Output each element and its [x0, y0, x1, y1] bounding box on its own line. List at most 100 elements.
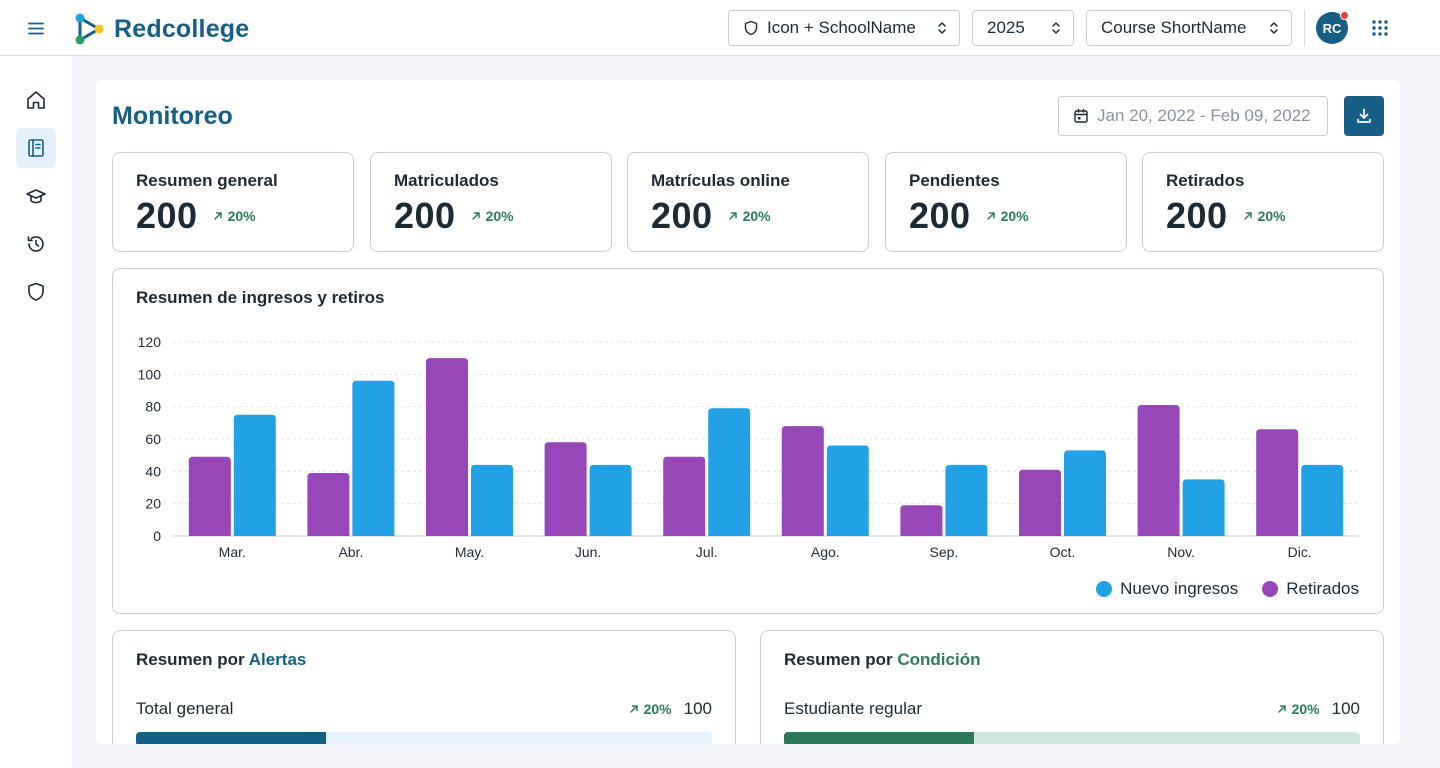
stat-value: 200 — [1166, 195, 1228, 236]
sidebar-item-home[interactable] — [16, 80, 56, 120]
brand-name: Redcollege — [114, 14, 250, 43]
apps-grid-icon[interactable] — [1370, 18, 1390, 38]
arrow-up-right-icon — [986, 212, 995, 220]
bar-nuevo-ingresos — [1301, 464, 1344, 536]
x-tick-label: Dic. — [1288, 544, 1312, 560]
sidebar-item-security[interactable] — [16, 272, 56, 312]
stat-card-online: Matrículas online 200 20% — [627, 152, 869, 252]
stat-label: Retirados — [1166, 171, 1245, 190]
avatar-initials: RC — [1322, 20, 1342, 36]
bar-retirados — [426, 358, 468, 536]
stat-label: Matrículas online — [651, 171, 790, 190]
bar-chart: 0 20 40 60 80 100 120 Mar. Abr. May. Jun. Jul. Ago. S… — [138, 334, 1359, 560]
trend-value: 20% — [227, 208, 256, 224]
graduation-cap-icon — [26, 189, 46, 204]
progress-bar-fill — [136, 732, 327, 744]
year-select[interactable]: 2025 — [972, 10, 1074, 46]
year-select-value: 2025 — [987, 18, 1025, 37]
x-tick-label: Sep. — [929, 544, 958, 560]
trend-badge: 20% — [470, 208, 514, 224]
x-tick-label: Mar. — [219, 544, 246, 560]
trend-badge: 20% — [1242, 208, 1286, 224]
x-tick-label: Oct. — [1050, 544, 1076, 560]
bar-nuevo-ingresos — [1182, 479, 1225, 536]
trend-value: 20% — [485, 208, 514, 224]
home-icon — [27, 91, 45, 109]
bar-nuevo-ingresos — [589, 464, 632, 536]
bar-nuevo-ingresos — [826, 445, 869, 536]
legend-item-new[interactable]: Nuevo ingresos — [1096, 579, 1238, 599]
calendar-icon — [1074, 108, 1088, 123]
title-prefix: Resumen por — [784, 650, 893, 669]
trend-value: 20% — [1000, 208, 1029, 224]
date-range-picker[interactable]: Jan 20, 2022 - Feb 09, 2022 — [1058, 96, 1328, 136]
sidebar-item-history[interactable] — [16, 224, 56, 264]
legend-dot — [1262, 581, 1279, 597]
bar-retirados — [1256, 429, 1299, 536]
trend-value: 20% — [643, 701, 672, 717]
stat-label: Resumen general — [136, 171, 278, 190]
x-tick-label: Ago. — [811, 544, 840, 560]
chart-title: Resumen de ingresos y retiros — [136, 288, 385, 307]
trend-value: 20% — [1257, 208, 1286, 224]
date-range-value: Jan 20, 2022 - Feb 09, 2022 — [1097, 106, 1311, 125]
progress-bar — [784, 732, 1360, 744]
trend-badge: 20% — [985, 208, 1029, 224]
sidebar-item-monitoring[interactable] — [16, 128, 56, 168]
legend-label: Nuevo ingresos — [1120, 579, 1239, 598]
trend-value: 20% — [742, 208, 771, 224]
alerts-summary-title: Resumen por Alertas — [136, 650, 306, 670]
stat-value: 200 — [394, 195, 456, 236]
brand-logo[interactable]: Redcollege — [72, 12, 249, 46]
arrow-up-right-icon — [728, 212, 737, 220]
stat-card-general: Resumen general 200 20% — [112, 152, 354, 252]
history-icon — [27, 236, 44, 252]
bar-nuevo-ingresos — [352, 380, 395, 536]
bar-retirados — [544, 442, 587, 536]
page-title: Monitoreo — [112, 102, 233, 130]
x-tick-label: Abr. — [338, 544, 363, 560]
bar-nuevo-ingresos — [945, 464, 988, 536]
bar-retirados — [1137, 405, 1180, 536]
school-select[interactable]: Icon + SchoolName — [728, 10, 960, 46]
row-count: 100 — [683, 699, 712, 718]
alerts-summary-row: Total general 20% 100 — [136, 699, 712, 719]
bar-retirados — [307, 472, 350, 536]
chevron-up-down-icon — [1051, 21, 1061, 35]
condition-summary-title: Resumen por Condición — [784, 650, 980, 670]
legend-dot — [1096, 581, 1113, 597]
book-icon — [28, 139, 44, 157]
bar-retirados — [900, 505, 943, 536]
y-tick-label: 80 — [145, 399, 161, 415]
legend-item-withdrawn[interactable]: Retirados — [1262, 579, 1359, 599]
x-tick-label: Nov. — [1167, 544, 1195, 560]
progress-bar-fill — [784, 732, 975, 744]
row-label: Estudiante regular — [784, 699, 922, 718]
row-label: Total general — [136, 699, 234, 718]
main-content: Monitoreo Jan 20, 2022 - Feb 09, 2022 Re… — [96, 80, 1400, 744]
shield-icon — [28, 282, 44, 301]
stat-card-enrolled: Matriculados 200 20% — [370, 152, 612, 252]
hamburger-menu-icon[interactable] — [24, 18, 48, 38]
alerts-summary-card: Resumen por Alertas Total general 20% 10… — [112, 630, 736, 744]
course-select-value: Course ShortName — [1101, 18, 1247, 37]
trend-badge: 20% — [628, 701, 672, 717]
download-button[interactable] — [1344, 96, 1384, 136]
bar-nuevo-ingresos — [1064, 450, 1106, 536]
title-highlight: Condición — [897, 650, 981, 669]
y-tick-label: 0 — [153, 528, 161, 544]
notification-dot — [1340, 11, 1349, 20]
user-avatar[interactable]: RC — [1316, 11, 1349, 44]
bar-retirados — [663, 456, 706, 536]
stat-value: 200 — [909, 195, 971, 236]
arrow-up-right-icon — [629, 705, 638, 713]
title-highlight: Alertas — [248, 650, 307, 669]
bar-retirados — [1019, 469, 1061, 536]
trend-badge: 20% — [1276, 701, 1320, 717]
course-select[interactable]: Course ShortName — [1086, 10, 1292, 46]
sidebar-item-courses[interactable] — [16, 176, 56, 216]
arrow-up-right-icon — [1277, 705, 1286, 713]
arrow-up-right-icon — [1243, 212, 1252, 220]
bar-nuevo-ingresos — [708, 408, 751, 536]
y-tick-label: 100 — [138, 366, 162, 382]
